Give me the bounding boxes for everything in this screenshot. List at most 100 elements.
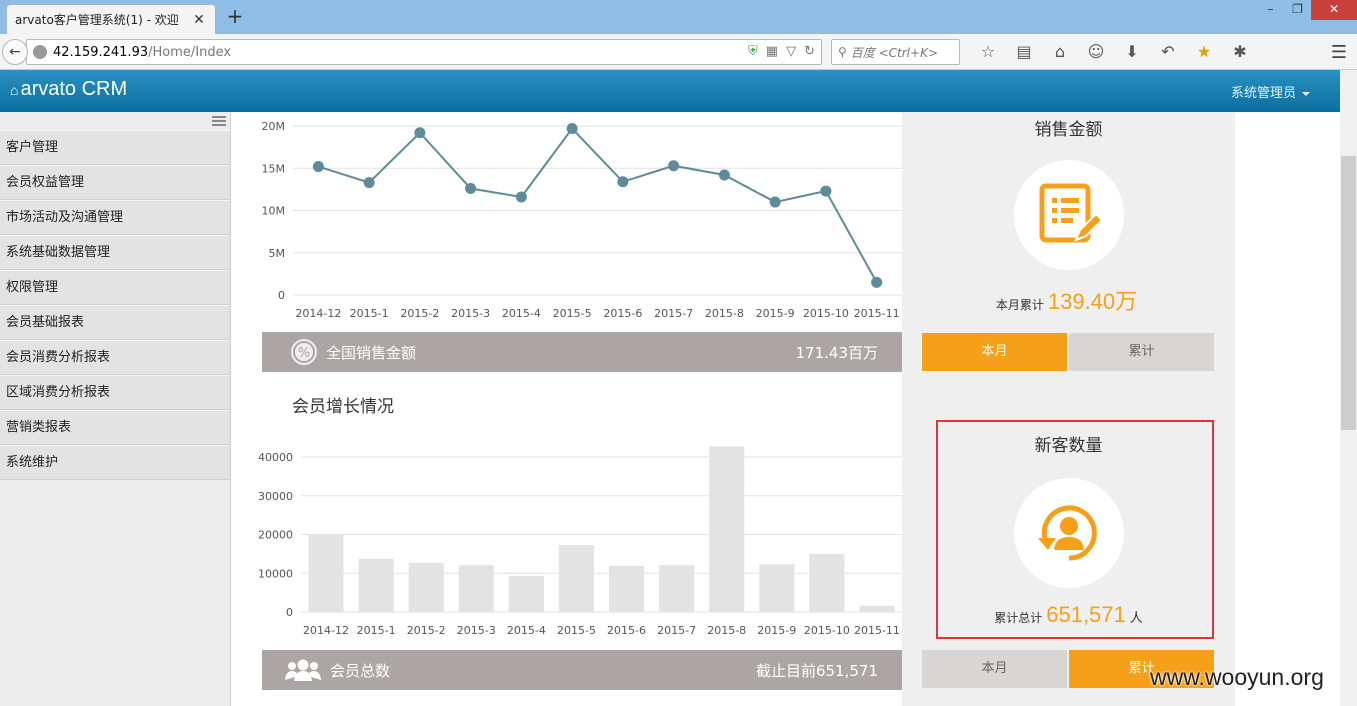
watermark: www.wooyun.org <box>1150 664 1324 690</box>
back-button[interactable]: ← <box>2 39 28 65</box>
sidebar-item-customer[interactable]: 客户管理 <box>0 130 230 165</box>
sales-summary-label: 全国销售金额 <box>326 343 417 362</box>
member-bar <box>859 605 895 612</box>
browser-tab[interactable]: arvato客户管理系统(1) - 欢迎 ✕ <box>6 4 216 34</box>
right-margin <box>1235 112 1340 706</box>
member-chart-ytick-label: 40000 <box>258 451 293 464</box>
member-bar <box>458 565 494 612</box>
menu-icon[interactable]: ☰ <box>1330 42 1347 63</box>
sales-chart-xtick-label: 2014-12 <box>295 307 341 320</box>
sales-chart-xtick-label: 2015-2 <box>400 307 439 320</box>
sales-point <box>871 276 883 288</box>
svg-text:%: % <box>298 346 310 361</box>
home-icon: ⌂ <box>10 81 19 98</box>
member-chart-xtick-label: 2014-12 <box>303 624 349 637</box>
browser-navbar: 42.159.241.93/Home/Index ⛨ ▦ ▽ ↻ ← ⚲ 百度 … <box>0 34 1357 70</box>
page-scrollbar[interactable] <box>1340 70 1357 706</box>
extension-star-icon[interactable]: ★ <box>1196 42 1212 61</box>
home-icon[interactable]: ⌂ <box>1054 42 1066 61</box>
customer-total-button[interactable]: 累计 <box>1069 650 1214 688</box>
url-path: /Home/Index <box>148 44 232 60</box>
sidebar-item-member-benefits[interactable]: 会员权益管理 <box>0 165 230 200</box>
customer-stat-circle <box>1014 478 1124 588</box>
member-growth-title: 会员增长情况 <box>292 397 394 417</box>
brand[interactable]: ⌂ arvato CRM <box>10 78 127 101</box>
dropdown-arrow-icon[interactable]: ▽ <box>786 44 797 59</box>
undo-icon[interactable]: ↶ <box>1161 42 1175 61</box>
member-summary-label: 会员总数 <box>330 661 391 680</box>
restore-button[interactable]: ❐ <box>1292 2 1303 16</box>
sales-chart-ytick-label: 5M <box>269 247 286 260</box>
sidebar-item-consumption-reports[interactable]: 会员消费分析报表 <box>0 340 230 375</box>
qr-code-icon[interactable]: ▦ <box>765 44 779 59</box>
search-input[interactable]: ⚲ 百度 <Ctrl+K> <box>831 39 960 65</box>
member-bar <box>659 565 695 612</box>
member-bar <box>759 564 795 612</box>
sidebar-item-member-reports[interactable]: 会员基础报表 <box>0 305 230 340</box>
user-menu[interactable]: 系统管理员 <box>1231 82 1310 101</box>
sales-point <box>769 196 781 208</box>
reading-list-icon[interactable]: ▤ <box>1016 42 1032 61</box>
sales-point <box>312 161 324 173</box>
sidebar-item-maintenance[interactable]: 系统维护 <box>0 445 230 480</box>
sales-point <box>465 183 477 195</box>
tab-close-icon[interactable]: ✕ <box>193 11 205 28</box>
customer-stat-title: 新客数量 <box>1034 436 1103 456</box>
sales-chart-ytick-label: 10M <box>262 205 286 218</box>
browser-titlebar: arvato客户管理系统(1) - 欢迎 ✕ + – ❐ ✕ <box>0 0 1357 34</box>
window-controls: – ❐ ✕ <box>1257 0 1357 20</box>
brand-name: arvato CRM <box>20 78 128 100</box>
sidebar-item-marketing-reports[interactable]: 营销类报表 <box>0 410 230 445</box>
minimize-button[interactable]: – <box>1267 2 1274 16</box>
customer-stat-unit: 人 <box>1129 611 1143 626</box>
main-content: 0 5M 10M 15M 20M 2014-12 2015-1 2015-2 2015-3 201… <box>231 112 902 706</box>
member-chart-xtick-label: 2015-2 <box>407 624 446 637</box>
users-icon <box>284 656 322 684</box>
sidebar-toggle-icon[interactable] <box>212 116 226 126</box>
sales-point <box>414 127 426 139</box>
reload-icon[interactable]: ↻ <box>804 44 815 59</box>
customer-stat-toggle: 本月 累计 <box>922 650 1214 688</box>
member-bar <box>809 553 845 612</box>
sales-chart-ytick-label: 0 <box>278 289 285 302</box>
member-chart-xtick-label: 2015-4 <box>507 624 546 637</box>
smiley-icon[interactable]: ☺ <box>1087 42 1105 61</box>
user-name: 系统管理员 <box>1230 86 1296 101</box>
shield-icon[interactable]: ⛨ <box>748 44 758 59</box>
document-edit-icon <box>1039 183 1102 243</box>
download-icon[interactable]: ⬇ <box>1125 42 1139 61</box>
member-bar <box>558 544 594 612</box>
sidebar-item-base-data[interactable]: 系统基础数据管理 <box>0 235 230 270</box>
sales-month-button[interactable]: 本月 <box>922 333 1067 371</box>
user-refresh-icon <box>1038 505 1097 561</box>
customer-stat-line: 累计总计 651,571 人 <box>902 602 1235 628</box>
customer-stat-label: 累计总计 <box>994 611 1043 625</box>
member-bar <box>358 558 394 612</box>
member-bar <box>408 562 444 612</box>
bookmark-star-icon[interactable]: ☆ <box>980 42 996 61</box>
member-chart-xtick-label: 2015-9 <box>757 624 796 637</box>
sales-chart-xtick-label: 2015-11 <box>854 307 900 320</box>
member-chart-ytick-label: 0 <box>286 606 293 619</box>
sales-chart-xtick-label: 2015-7 <box>654 307 693 320</box>
member-bar <box>609 565 645 612</box>
sales-point <box>820 185 832 197</box>
globe-icon <box>33 45 47 59</box>
sales-point <box>515 191 527 203</box>
sidebar-item-marketing[interactable]: 市场活动及沟通管理 <box>0 200 230 235</box>
sales-chart-xtick-label: 2015-8 <box>705 307 744 320</box>
bug-icon[interactable]: ✱ <box>1233 42 1247 61</box>
sales-total-button[interactable]: 累计 <box>1069 333 1214 371</box>
sidebar-item-permissions[interactable]: 权限管理 <box>0 270 230 305</box>
address-bar[interactable]: 42.159.241.93/Home/Index ⛨ ▦ ▽ ↻ <box>26 39 822 65</box>
sales-chart-xtick-label: 2015-4 <box>502 307 541 320</box>
new-tab-button[interactable]: + <box>226 4 244 28</box>
customer-month-button[interactable]: 本月 <box>922 650 1067 688</box>
caret-down-icon <box>1302 91 1310 96</box>
sidebar-item-regional-reports[interactable]: 区域消费分析报表 <box>0 375 230 410</box>
sales-stat-circle <box>1014 160 1124 270</box>
close-window-button[interactable]: ✕ <box>1311 0 1357 20</box>
scroll-thumb[interactable] <box>1341 156 1356 430</box>
sales-chart-xtick-label: 2015-6 <box>603 307 642 320</box>
highlight-box <box>936 420 1214 639</box>
